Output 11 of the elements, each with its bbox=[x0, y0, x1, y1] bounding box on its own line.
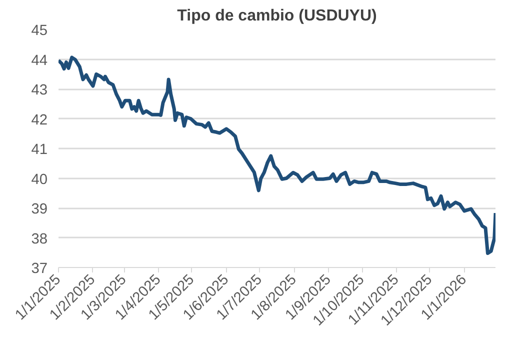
chart-title: Tipo de cambio (USDUYU) bbox=[177, 8, 377, 24]
y-tick-label: 37 bbox=[31, 261, 48, 277]
y-tick-label: 44 bbox=[31, 52, 48, 69]
y-tick-label: 39 bbox=[31, 202, 48, 218]
y-tick-label: 43 bbox=[31, 82, 48, 98]
y-tick-label: 45 bbox=[31, 23, 48, 39]
line-series bbox=[58, 56, 496, 255]
y-tick-label: 42 bbox=[31, 112, 48, 128]
y-tick-label: 38 bbox=[31, 231, 48, 248]
y-tick-label: 40 bbox=[31, 172, 48, 188]
y-tick-label: 41 bbox=[31, 142, 48, 158]
